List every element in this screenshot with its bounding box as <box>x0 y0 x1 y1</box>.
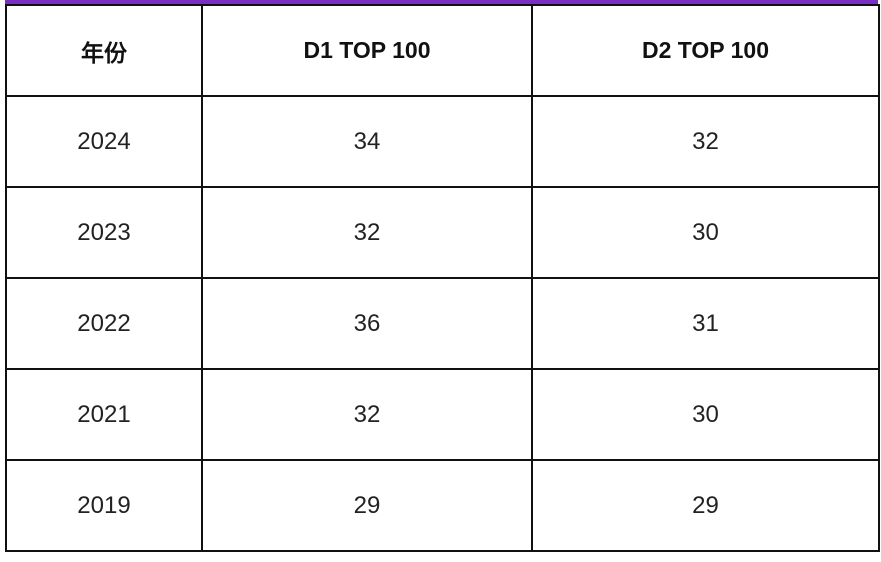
cell-d1: 29 <box>201 459 533 552</box>
header-d2-top100: D2 TOP 100 <box>531 4 880 97</box>
table-row: 2024 34 32 <box>5 95 880 188</box>
cell-d2: 30 <box>531 368 880 461</box>
table-header: 年份 D1 TOP 100 D2 TOP 100 <box>5 4 880 97</box>
cell-year: 2022 <box>5 277 203 370</box>
cell-year: 2024 <box>5 95 203 188</box>
cell-year: 2019 <box>5 459 203 552</box>
cell-d1: 36 <box>201 277 533 370</box>
top-accent-bar <box>5 0 878 5</box>
cell-d2: 30 <box>531 186 880 279</box>
cell-d1: 32 <box>201 368 533 461</box>
table-row: 2019 29 29 <box>5 459 880 552</box>
cell-d2: 31 <box>531 277 880 370</box>
header-row: 年份 D1 TOP 100 D2 TOP 100 <box>5 4 880 97</box>
header-d1-top100: D1 TOP 100 <box>201 4 533 97</box>
cell-year: 2023 <box>5 186 203 279</box>
cell-d1: 34 <box>201 95 533 188</box>
header-year: 年份 <box>5 4 203 97</box>
table-row: 2021 32 30 <box>5 368 880 461</box>
cell-d2: 29 <box>531 459 880 552</box>
data-table: 年份 D1 TOP 100 D2 TOP 100 2024 34 32 2023… <box>5 4 880 552</box>
cell-d2: 32 <box>531 95 880 188</box>
cell-year: 2021 <box>5 368 203 461</box>
table-row: 2023 32 30 <box>5 186 880 279</box>
cell-d1: 32 <box>201 186 533 279</box>
table-row: 2022 36 31 <box>5 277 880 370</box>
table-body: 2024 34 32 2023 32 30 2022 36 31 2021 32… <box>5 95 880 552</box>
